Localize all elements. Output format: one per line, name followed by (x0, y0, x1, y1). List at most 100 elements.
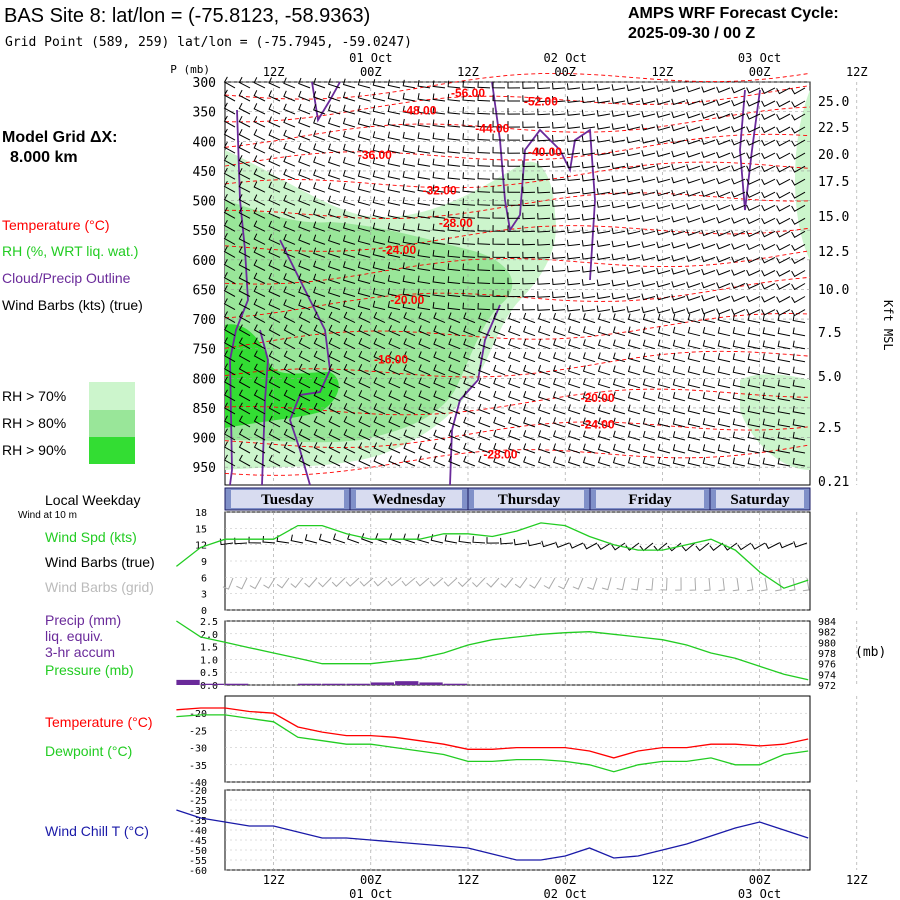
xsection-wind-barb (612, 339, 626, 350)
xsection-wind-barb (387, 275, 401, 284)
xsection-wind-barb (731, 165, 746, 172)
xsection-wind-barb (238, 285, 251, 297)
xsection-wind-barb (342, 117, 356, 128)
wind-barb-grid (318, 577, 332, 588)
xsection-wind-barb (477, 81, 491, 89)
xsection-wind-barb (626, 149, 641, 157)
xsection-wind-barb (626, 97, 641, 105)
xsection-wind-barb (686, 177, 701, 184)
rh90-region (225, 324, 339, 428)
xsection-wind-barb (342, 261, 356, 271)
xsection-wind-barb (508, 404, 521, 415)
xsection-wind-barb (372, 274, 386, 284)
xsection-wind-barb (477, 159, 491, 167)
xsection-wind-barb (596, 292, 611, 300)
xsection-wind-barb (747, 353, 761, 363)
xsection-wind-barb (253, 233, 266, 245)
xsection-wind-barb (327, 91, 341, 102)
xsection-wind-barb (626, 254, 641, 261)
xsection-wind-barb (656, 163, 671, 171)
xsection-wind-barb (701, 112, 716, 119)
xsection-wind-barb (313, 350, 326, 363)
xsection-wind-barb (642, 456, 656, 467)
xsection-wind-barb (626, 110, 641, 118)
xsection-wind-barb (732, 392, 746, 402)
xsection-wind-barb (358, 364, 371, 376)
xsection-wind-barb (358, 429, 371, 441)
isotherm-label: -20.00 (581, 391, 615, 405)
xsection-wind-barb (717, 431, 731, 441)
xsection-wind-barb (716, 138, 731, 146)
xsection-wind-barb (522, 264, 536, 272)
xsection-wind-barb (611, 84, 626, 91)
xsection-wind-barb (686, 98, 701, 106)
xsection-wind-barb (612, 313, 626, 324)
wind-10m-label: Wind at 10 m (18, 510, 77, 521)
xsection-wind-barb (642, 313, 656, 324)
xsection-wind-barb (626, 280, 641, 287)
xsection-wind-barb (508, 351, 521, 363)
wind-barb-grid (472, 577, 486, 588)
xsection-wind-barb (537, 160, 551, 168)
xsection-wind-barb (447, 276, 461, 284)
xsection-wind-barb (313, 156, 326, 167)
precip-tick-label: 2.5 (200, 617, 218, 628)
xsection-wind-barb (552, 187, 566, 194)
xsection-wind-barb (462, 159, 476, 167)
xsection-wind-barb (283, 90, 296, 102)
xsection-wind-barb (223, 220, 236, 232)
xsection-wind-barb (417, 301, 431, 311)
wind-barb-grid (500, 577, 514, 588)
wind-barb-grid (387, 577, 402, 587)
xsection-wind-barb (298, 428, 311, 441)
xsection-wind-barb (537, 199, 551, 207)
xsection-wind-barb (777, 366, 791, 376)
xsection-wind-barb (611, 305, 626, 313)
xsection-wind-barb (552, 443, 566, 454)
xsection-wind-barb (493, 403, 506, 415)
isotherm-line (224, 313, 811, 349)
xsection-wind-barb (268, 285, 281, 297)
xsection-wind-barb (342, 195, 356, 206)
bottom-time-tick: 00Z (554, 873, 576, 887)
xsection-wind-barb (342, 104, 356, 115)
xsection-wind-barb (567, 430, 581, 441)
wind-barb-grid (401, 577, 416, 587)
xsection-wind-barb (596, 136, 611, 143)
isotherm-label: -36.00 (358, 148, 392, 162)
xsection-wind-barb (522, 160, 536, 168)
xsection-wind-barb (313, 143, 326, 154)
xsection-wind-barb (582, 456, 596, 467)
xsection-wind-barb (387, 118, 401, 128)
xsection-wind-barb (403, 377, 416, 389)
xsection-wind-barb (342, 208, 356, 219)
bottom-time-tick: 00Z (749, 873, 771, 887)
xsection-wind-barb (253, 441, 266, 454)
xsection-wind-barb (537, 325, 551, 337)
xsection-wind-barb (372, 157, 386, 167)
wind-barb-grid (601, 577, 612, 591)
pressure-tick-label: 650 (193, 283, 216, 298)
precip-bar (443, 683, 467, 685)
xsection-wind-barb (387, 131, 401, 141)
xsection-wind-barb (417, 158, 431, 167)
windchill-tick-label: -35 (189, 816, 207, 827)
xsection-wind-barb (478, 429, 491, 441)
xsection-wind-barb (611, 188, 626, 196)
xsection-wind-barb (762, 327, 776, 337)
xsection-wind-barb (762, 366, 776, 376)
xsection-wind-barb (761, 217, 776, 225)
windchill-tick-label: -30 (189, 806, 207, 817)
xsection-wind-barb (671, 124, 686, 132)
xsection-wind-barb (447, 289, 461, 297)
rh90-label: RH > 90% (2, 442, 66, 458)
wind-tick-label: 12 (195, 541, 207, 552)
xsection-wind-barb (508, 390, 521, 402)
xsection-wind-barb (387, 79, 401, 89)
xsection-wind-barb (686, 138, 701, 145)
xsection-wind-barb (403, 442, 416, 454)
xsection-wind-barb (717, 327, 731, 337)
xsection-wind-barb (387, 170, 401, 180)
xsection-wind-barb (313, 324, 326, 337)
xsection-wind-barb (402, 197, 416, 206)
